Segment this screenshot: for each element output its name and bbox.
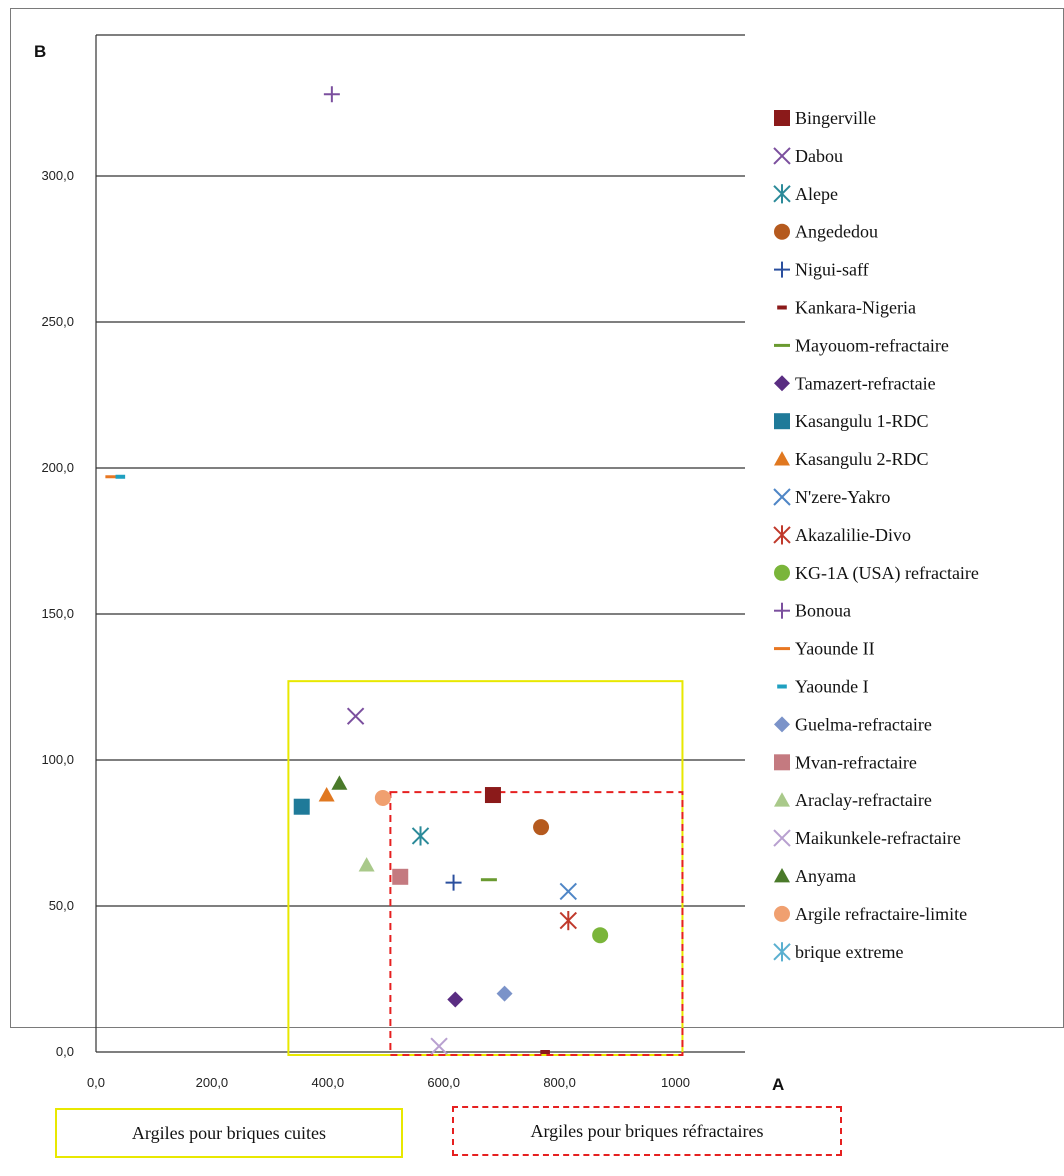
x-tick-label: 600,0 xyxy=(427,1075,460,1090)
x-tick-label: 200,0 xyxy=(196,1075,229,1090)
legend-label: Guelma-refractaire xyxy=(795,714,932,734)
point-bonoua xyxy=(323,86,340,103)
legend-marker xyxy=(774,261,790,278)
legend-label: brique extreme xyxy=(795,942,903,962)
y-tick-label: 50,0 xyxy=(49,898,74,913)
point-angededou xyxy=(533,819,550,836)
point-n-zere-yakro xyxy=(559,882,577,901)
x-tick-label: 400,0 xyxy=(312,1075,345,1090)
legend-marker xyxy=(777,684,787,689)
point-argile-refractaire-limite xyxy=(374,789,391,806)
point-akazalilie-divo xyxy=(559,911,577,931)
legend-label: Nigui-saff xyxy=(795,260,869,280)
legend-marker xyxy=(774,868,790,883)
legend-label: Bingerville xyxy=(795,108,876,128)
legend-label: Argile refractaire-limite xyxy=(795,904,967,924)
legend-label: Kankara-Nigeria xyxy=(795,298,916,318)
point-guelma-refractaire xyxy=(496,985,513,1002)
point-bingerville xyxy=(484,787,501,804)
grid-lines xyxy=(95,34,745,1053)
legend-label: Mvan-refractaire xyxy=(795,752,917,772)
legend-marker xyxy=(774,564,790,581)
legend-box-bricks-refractory: Argiles pour briques réfractaires xyxy=(452,1106,842,1156)
legend-marker xyxy=(773,942,791,962)
y-tick-labels: 0,0 50,0 100,0 150,0 200,0 250,0 300,0 xyxy=(41,168,74,1059)
point-kg-1a-usa-refractaire xyxy=(592,927,609,944)
legend-label: Araclay-refractaire xyxy=(795,790,932,810)
region-boxes xyxy=(287,680,684,1056)
y-tick-label: 0,0 xyxy=(56,1044,74,1059)
legend-marker xyxy=(773,184,791,204)
point-yaounde-i xyxy=(115,474,126,479)
legend-marker xyxy=(774,375,790,392)
data-points xyxy=(105,86,609,1055)
legend-marker xyxy=(774,602,790,619)
y-tick-label: 250,0 xyxy=(41,314,74,329)
legend-box-bricks-fired: Argiles pour briques cuites xyxy=(55,1108,403,1158)
x-tick-label: 0,0 xyxy=(87,1075,105,1090)
legend-label: Bonoua xyxy=(795,601,851,621)
legend-marker xyxy=(777,305,787,310)
legend-label: Akazalilie-Divo xyxy=(795,525,911,545)
point-kasangulu-2-rdc xyxy=(318,787,335,802)
legend-marker xyxy=(773,829,791,847)
legend-label: Alepe xyxy=(795,184,838,204)
y-axis-label: B xyxy=(34,42,46,61)
legend-marker xyxy=(774,451,790,466)
point-mayouom-refractaire xyxy=(480,878,497,882)
point-araclay-refractaire xyxy=(358,857,375,872)
legend-label: N'zere-Yakro xyxy=(795,487,890,507)
legend-marker xyxy=(774,110,790,126)
legend-marker xyxy=(774,905,790,922)
legend-label: Kasangulu 1-RDC xyxy=(795,411,929,431)
point-dabou xyxy=(346,707,365,725)
legend-label: Kasangulu 2-RDC xyxy=(795,449,929,469)
point-kankara-nigeria xyxy=(540,1050,550,1054)
y-tick-label: 100,0 xyxy=(41,752,74,767)
legend-marker xyxy=(773,147,791,165)
legend: Bingerville Dabou Alepe Angededou Nigui-saff… xyxy=(773,108,979,962)
point-kasangulu-1-rdc xyxy=(293,798,310,815)
x-tick-label: 1000 xyxy=(661,1075,690,1090)
point-mvan-refractaire xyxy=(392,868,409,885)
legend-label: Tamazert-refractaie xyxy=(795,373,936,393)
legend-marker xyxy=(773,488,791,506)
legend-marker xyxy=(773,525,791,545)
region-box-fired xyxy=(287,680,684,1056)
x-tick-label: 800,0 xyxy=(543,1075,576,1090)
legend-label: Yaounde II xyxy=(795,639,875,659)
y-tick-label: 150,0 xyxy=(41,606,74,621)
x-axis-label: A xyxy=(772,1075,784,1094)
legend-label: Angededou xyxy=(795,222,878,242)
point-yaounde-ii xyxy=(105,475,122,479)
region-box-refractory xyxy=(389,791,684,1056)
legend-label: Maikunkele-refractaire xyxy=(795,828,961,848)
point-maikunkele-refractaire xyxy=(430,1037,448,1055)
point-nigui-saff xyxy=(445,874,462,891)
legend-label: KG-1A (USA) refractaire xyxy=(795,563,979,584)
legend-label: Yaounde I xyxy=(795,677,869,697)
point-anyama xyxy=(331,775,348,790)
legend-marker xyxy=(774,716,790,733)
legend-marker xyxy=(774,647,790,651)
legend-marker xyxy=(774,223,790,240)
point-alepe xyxy=(411,826,430,846)
legend-label: Anyama xyxy=(795,866,856,886)
legend-marker xyxy=(774,343,790,347)
y-tick-label: 300,0 xyxy=(41,168,74,183)
legend-label: Mayouom-refractaire xyxy=(795,335,949,355)
legend-marker xyxy=(774,792,790,807)
point-tamazert-refractaie xyxy=(447,991,464,1008)
legend-marker xyxy=(774,413,790,430)
x-tick-labels: 0,0 200,0 400,0 600,0 800,0 1000 xyxy=(87,1075,690,1090)
legend-label: Dabou xyxy=(795,146,843,166)
y-tick-label: 200,0 xyxy=(41,460,74,475)
legend-marker xyxy=(774,754,790,771)
